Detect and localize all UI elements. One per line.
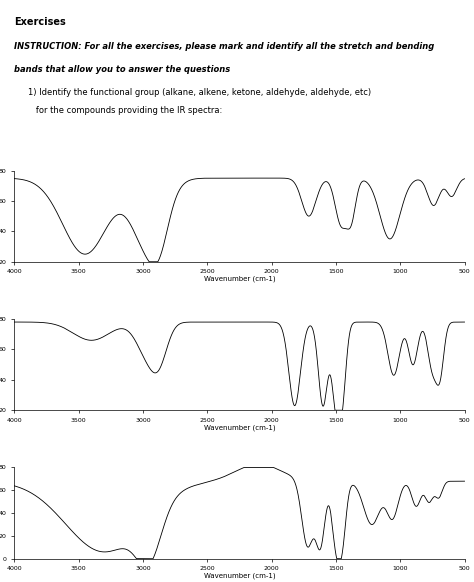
X-axis label: Wavenumber (cm-1): Wavenumber (cm-1) (203, 276, 275, 282)
Text: for the compounds providing the IR spectra:: for the compounds providing the IR spect… (27, 105, 222, 115)
X-axis label: Wavenumber (cm-1): Wavenumber (cm-1) (203, 424, 275, 431)
Text: 1) Identify the functional group (alkane, alkene, ketone, aldehyde, aldehyde, et: 1) Identify the functional group (alkane… (27, 88, 371, 97)
Text: Exercises: Exercises (14, 17, 66, 27)
Text: INSTRUCTION: For all the exercises, please mark and identify all the stretch and: INSTRUCTION: For all the exercises, plea… (14, 42, 435, 51)
Text: bands that allow you to answer the questions: bands that allow you to answer the quest… (14, 65, 230, 74)
X-axis label: Wavenumber (cm-1): Wavenumber (cm-1) (203, 573, 275, 579)
